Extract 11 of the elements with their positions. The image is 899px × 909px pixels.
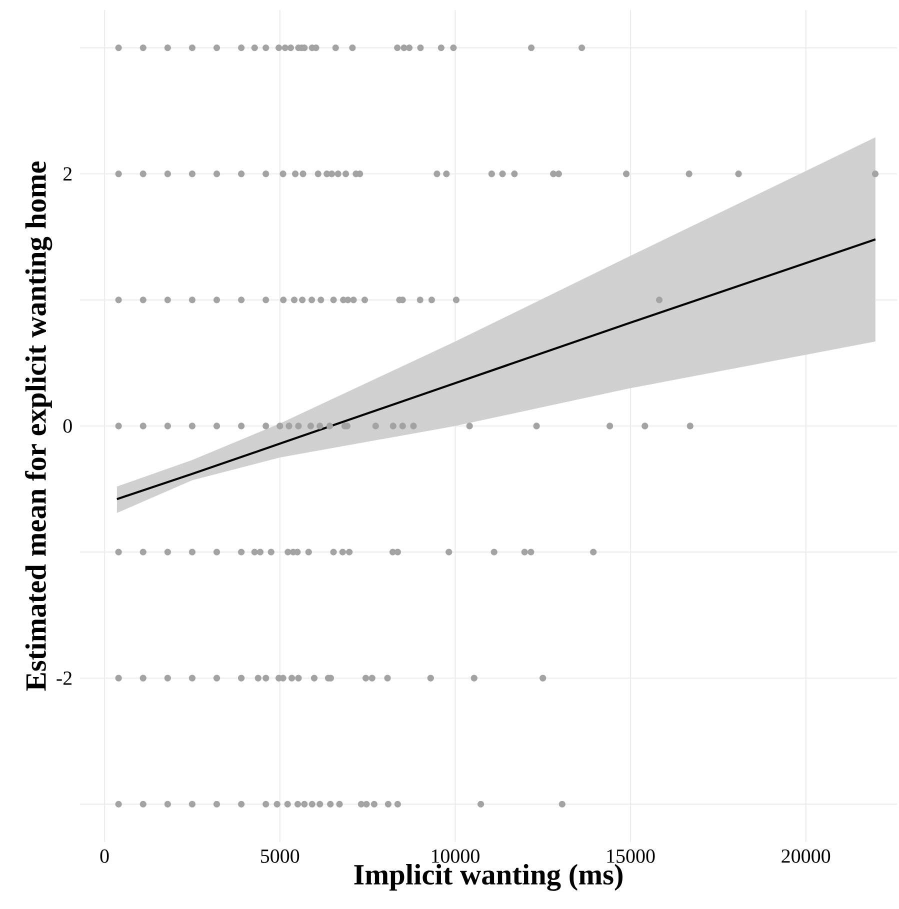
x-axis-title: Implicit wanting (ms) [354, 864, 622, 891]
line-series [116, 238, 877, 500]
x-tick-label: 15000 [607, 849, 655, 863]
y-tick-label: -2 [56, 672, 72, 685]
y-tick-label: 0 [63, 419, 72, 433]
y-tick-label: 2 [64, 167, 72, 180]
x-tick-label: 10000 [432, 849, 480, 863]
y-axis-title: Estimated mean for explicit wanting home [25, 162, 52, 691]
x-tick-label: 20000 [782, 849, 830, 863]
x-tick-label: 5000 [261, 849, 300, 863]
x-tick-label: 0 [100, 849, 109, 863]
